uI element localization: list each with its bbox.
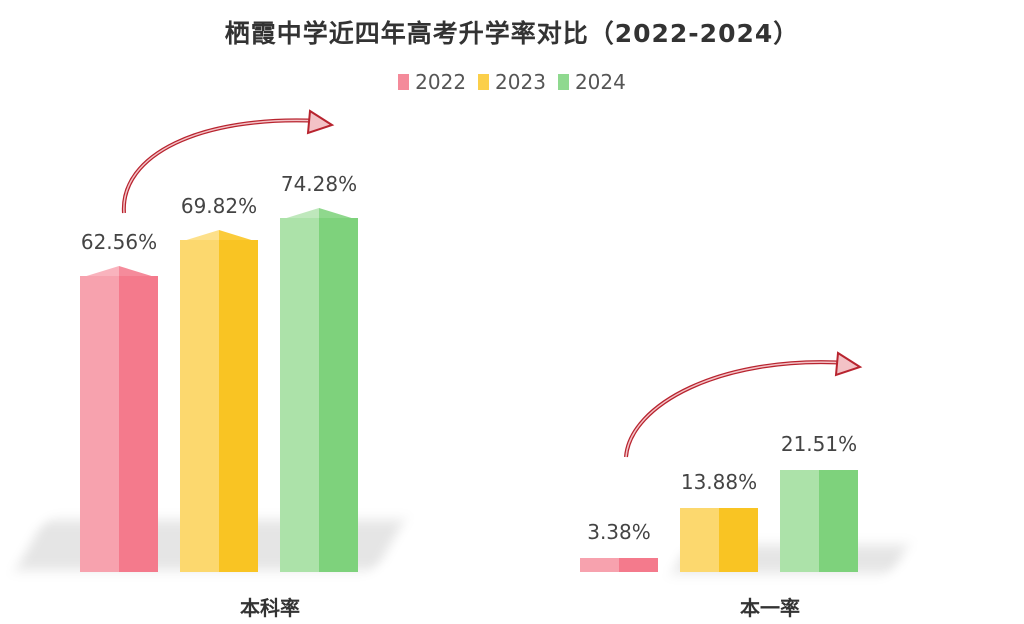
bar-benyi-2024 [780,470,858,572]
chart-title: 栖霞中学近四年高考升学率对比（2022-2024） [224,19,800,48]
increase-arrow-icon [121,109,335,214]
value-label: 13.88% [680,470,758,494]
bar-benke-2024 [280,208,358,572]
legend-label: 2024 [574,70,626,94]
legend-swatch-2023 [478,74,490,90]
category-label-benyi: 本一率 [740,596,800,620]
value-label: 74.28% [280,172,358,196]
bar-benke-2023 [180,230,258,572]
value-label: 21.51% [780,432,858,456]
bar-benke-2022 [80,266,158,572]
value-label: 3.38% [587,520,651,544]
increase-arrow-icon [624,351,863,458]
value-label: 69.82% [180,194,258,218]
value-label: 62.56% [80,230,158,254]
legend-label: 2023 [495,70,546,94]
legend-item-2024: 2024 [557,70,626,94]
legend: 2022 2023 2024 [0,70,1024,94]
legend-item-2023: 2023 [478,70,546,94]
legend-label: 2022 [415,70,467,94]
category-label-benke: 本科率 [240,596,300,620]
bar-benyi-2022 [580,558,658,572]
legend-swatch-2024 [557,74,569,90]
legend-swatch-2022 [398,74,410,90]
bar-benyi-2023 [680,508,758,572]
legend-item-2022: 2022 [398,70,466,94]
